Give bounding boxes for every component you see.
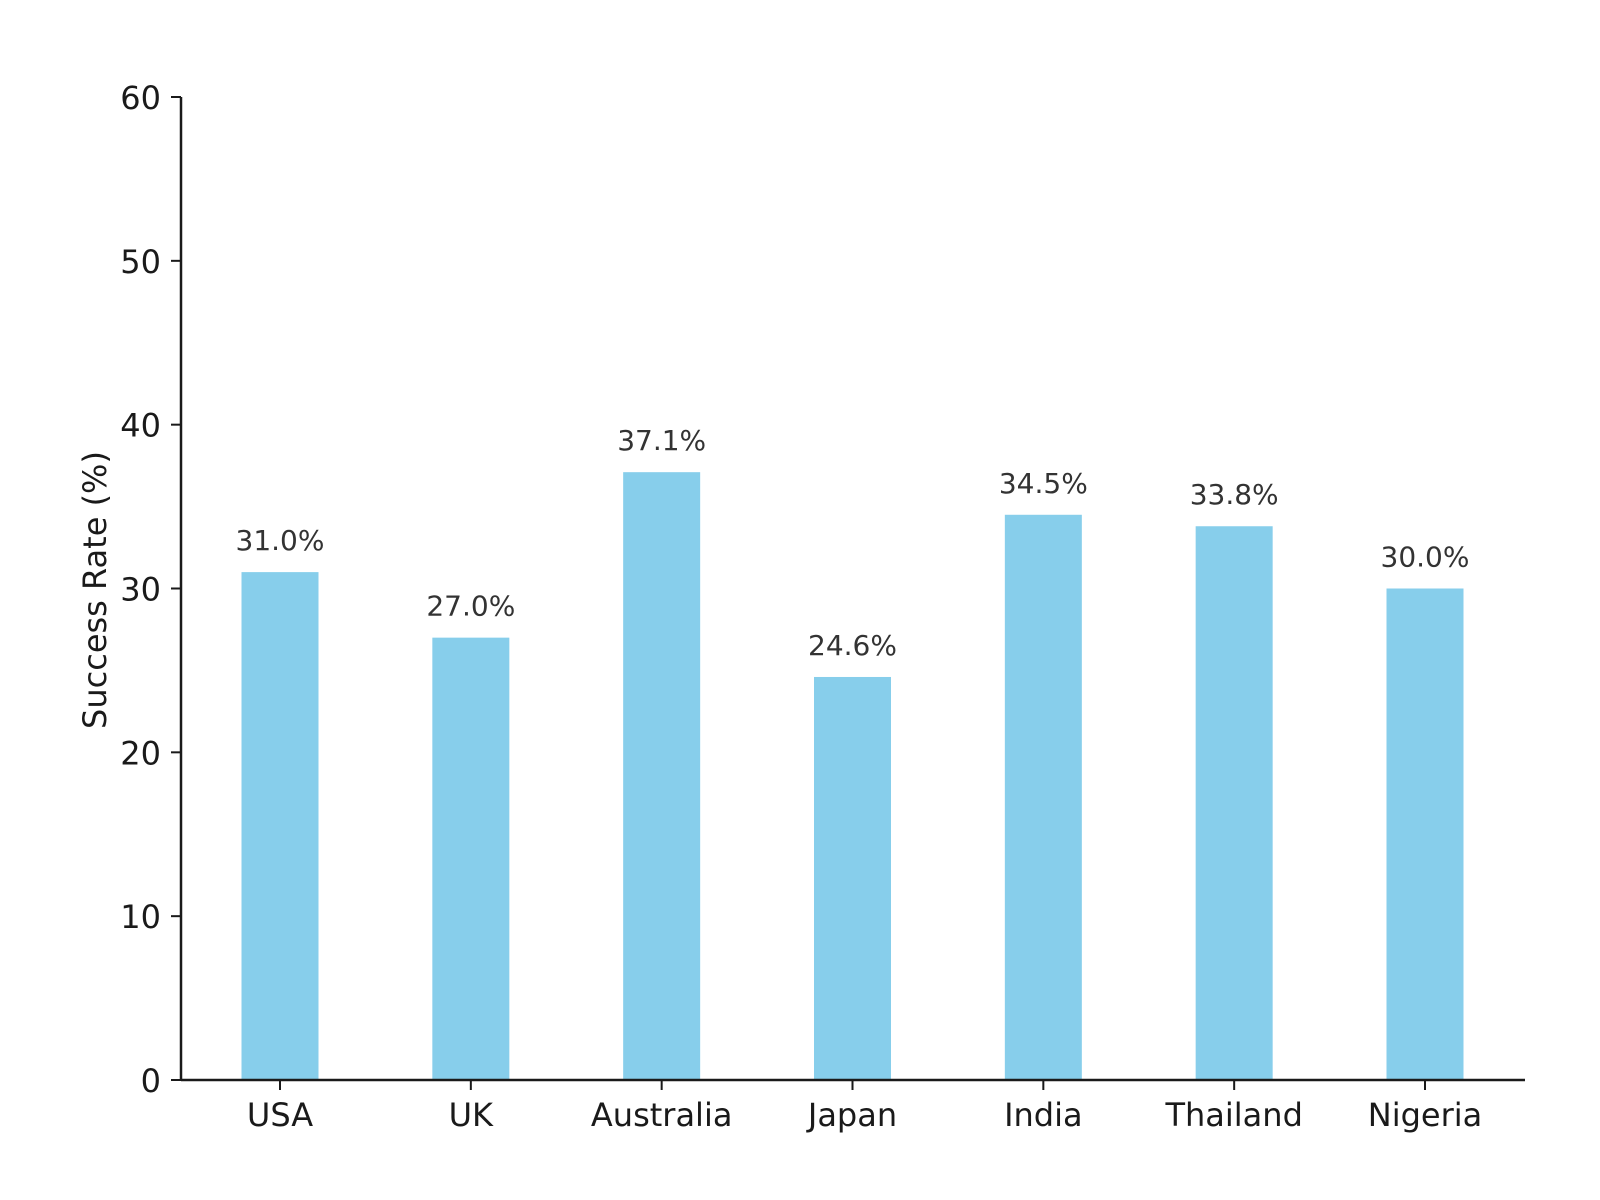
y-tick-label-20: 20 [120,734,161,772]
x-tick-label-japan: Japan [806,1096,897,1134]
bar-thailand [1195,526,1273,1080]
y-axis-title: Success Rate (%) [76,451,114,729]
bar-usa [241,572,319,1080]
x-tick-label-india: India [1004,1096,1083,1134]
data-label-usa: 31.0% [236,524,325,557]
x-tick-label-nigeria: Nigeria [1368,1096,1482,1134]
bar-uk [432,637,510,1080]
x-tick-label-usa: USA [247,1096,313,1134]
bar-australia [623,472,701,1080]
data-label-uk: 27.0% [426,590,515,623]
bar-japan [814,676,891,1080]
y-tick-label-50: 50 [120,243,161,281]
x-tick-label-thailand: Thailand [1164,1096,1302,1134]
x-tick-label-australia: Australia [591,1096,733,1134]
bar-nigeria [1386,588,1464,1080]
bar-india [1004,514,1082,1080]
y-tick-label-30: 30 [120,571,161,609]
y-tick-label-0: 0 [141,1062,161,1100]
axes-layer: USA UK Australia Japan India Thailand Nigeria 0… [120,79,1525,1134]
y-tick-label-40: 40 [120,407,161,445]
data-label-japan: 24.6% [808,629,897,662]
data-label-india: 34.5% [999,467,1088,500]
data-label-thailand: 33.8% [1190,478,1279,511]
data-label-australia: 37.1% [617,424,706,457]
data-label-nigeria: 30.0% [1381,541,1470,574]
y-tick-label-60: 60 [120,79,161,117]
bars-layer [241,472,1464,1080]
data-labels-layer: 31.0% 27.0% 37.1% 24.6% 34.5% 33.8% 30.0% [236,424,1470,662]
y-tick-label-10: 10 [120,898,161,936]
x-tick-label-uk: UK [449,1096,494,1134]
